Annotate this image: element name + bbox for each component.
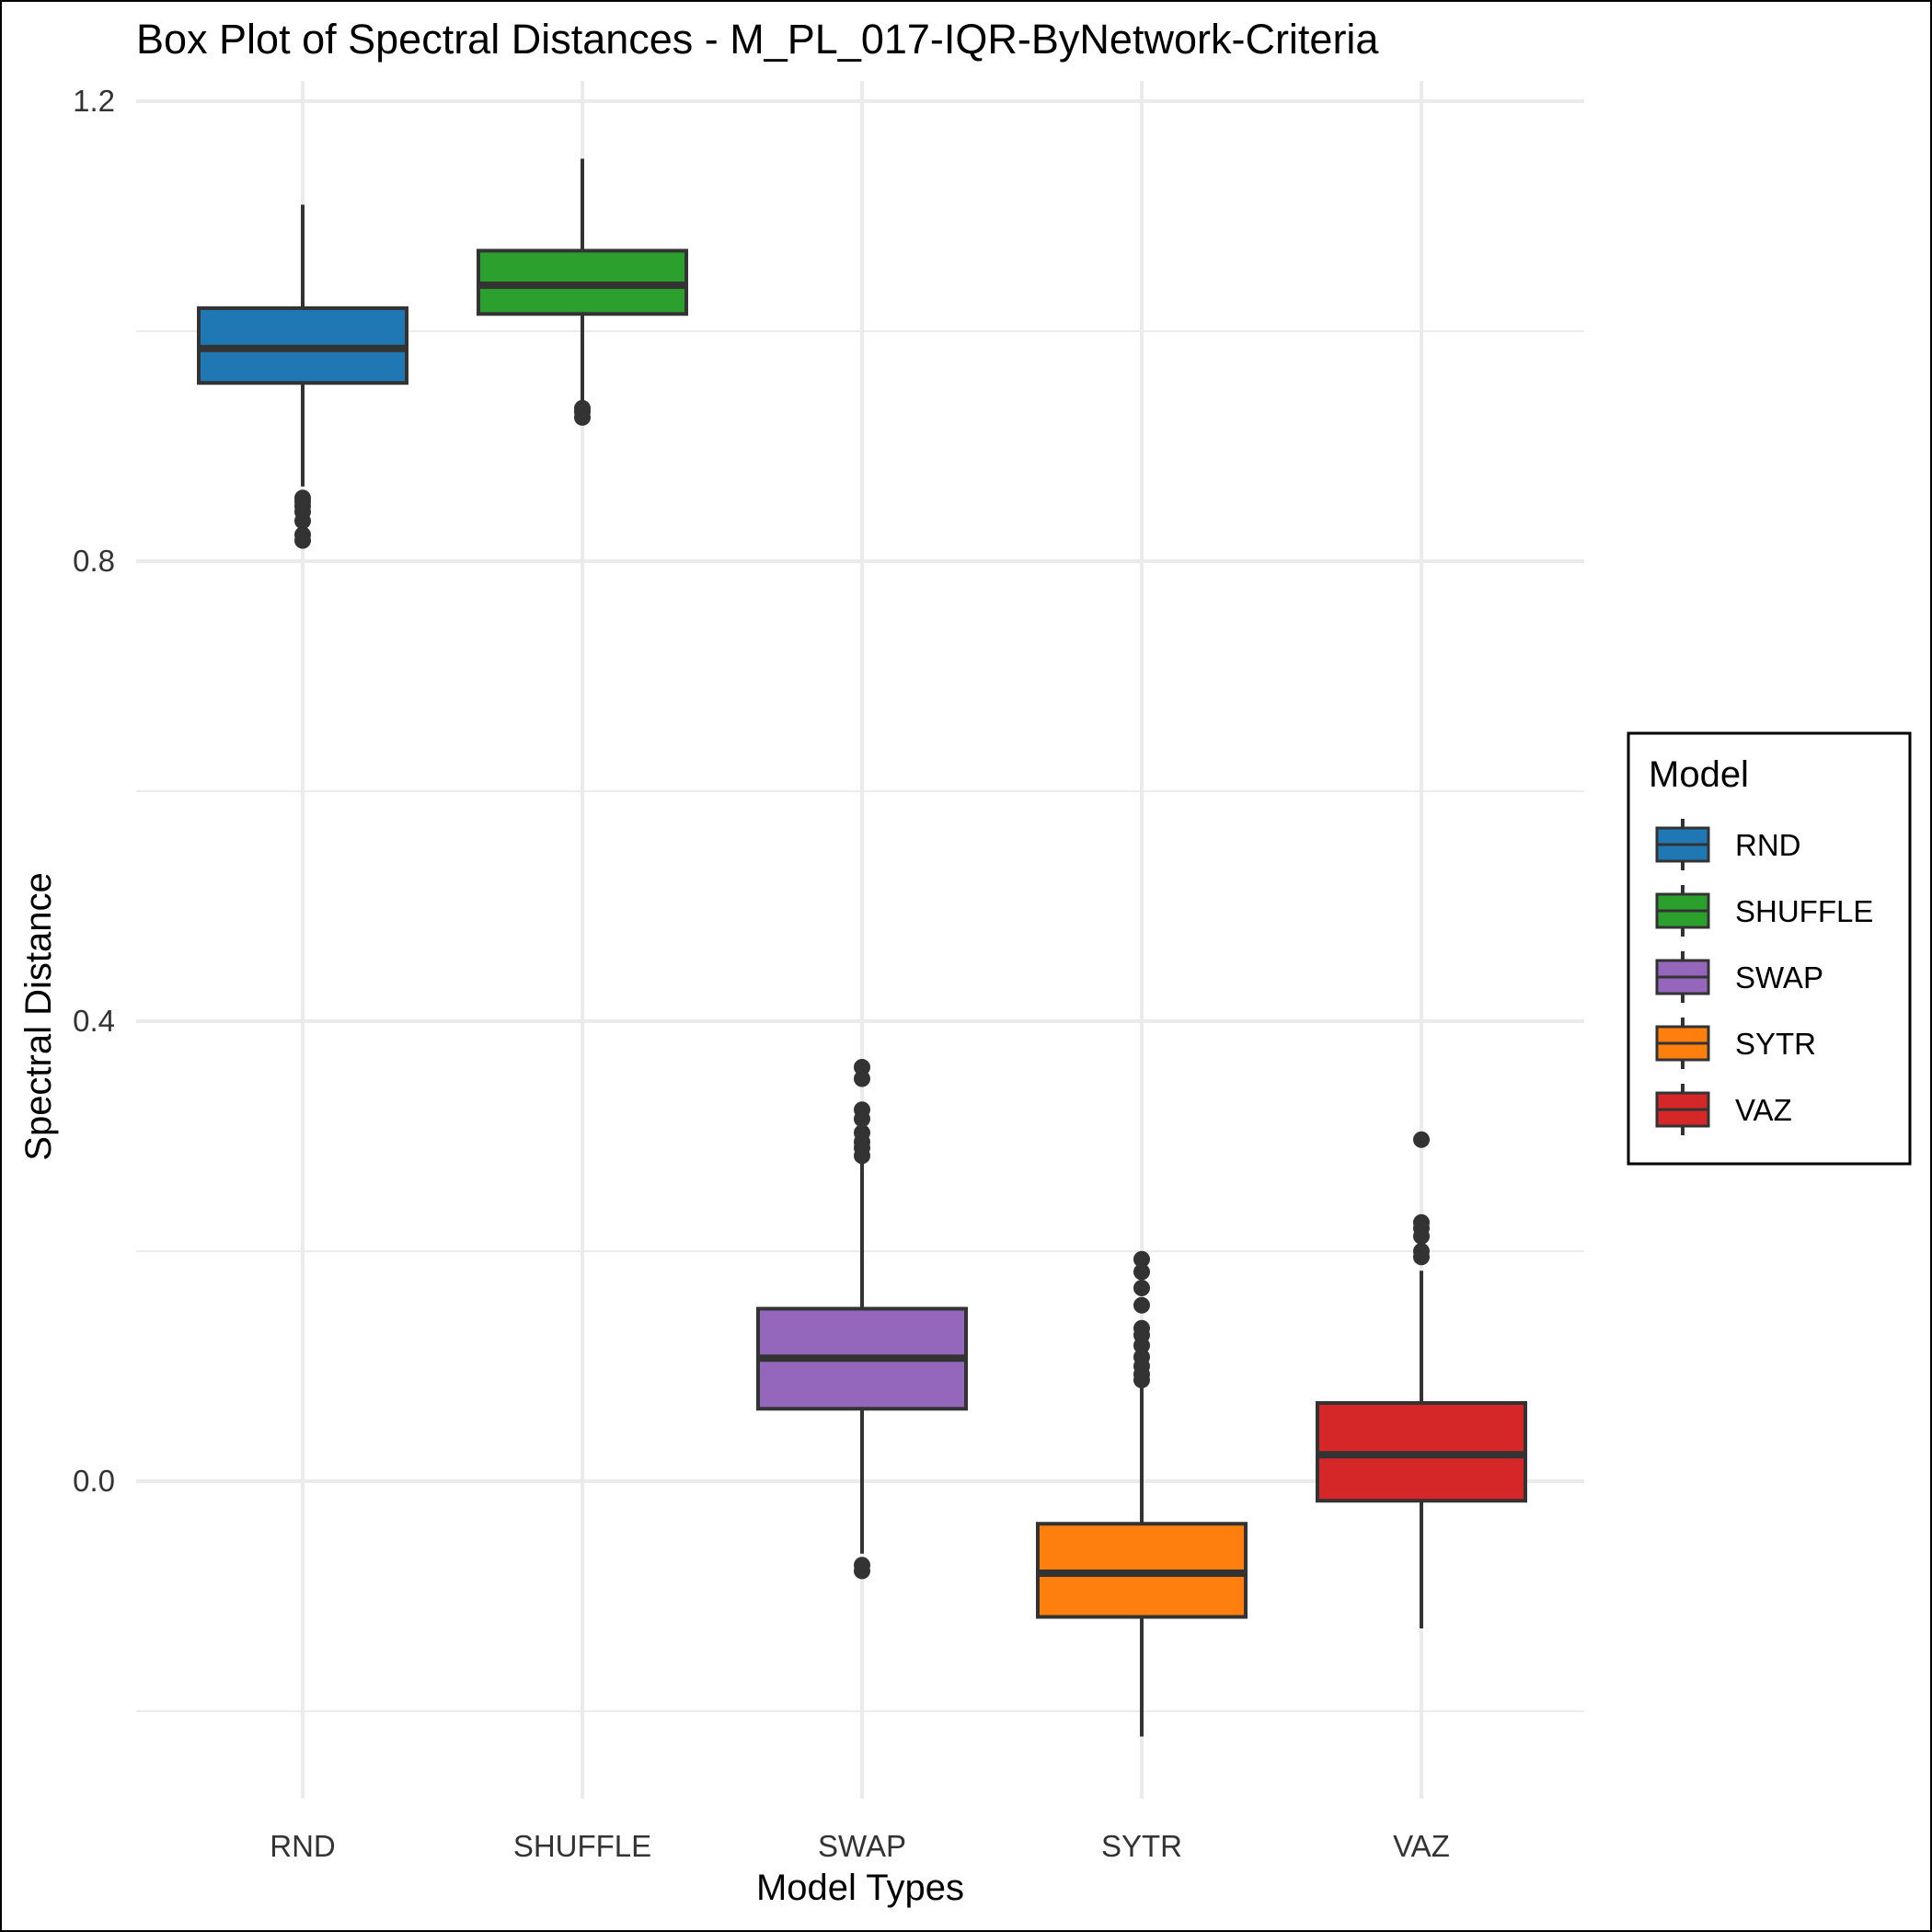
legend-title: Model	[1649, 754, 1749, 795]
x-tick-label: SHUFFLE	[513, 1829, 651, 1863]
x-tick-label: SYTR	[1101, 1829, 1182, 1863]
outlier-point	[1133, 1319, 1150, 1337]
box-group-shuffle	[477, 158, 688, 426]
outlier-point	[1133, 1280, 1150, 1296]
outlier-point	[1133, 1263, 1150, 1281]
legend-label: RND	[1735, 828, 1801, 862]
box-group-vaz	[1316, 1131, 1527, 1628]
legend-item-sytr: SYTR	[1655, 1018, 1816, 1069]
outlier-point	[1133, 1296, 1150, 1314]
outlier-point	[854, 1059, 870, 1075]
outlier-point	[1133, 1250, 1150, 1268]
outlier-point	[854, 1101, 870, 1119]
x-axis-title: Model Types	[756, 1868, 964, 1908]
box-group-sytr	[1036, 1250, 1248, 1737]
legend-label: SHUFFLE	[1735, 894, 1873, 928]
outlier-point	[1133, 1349, 1150, 1365]
legend-label: SYTR	[1735, 1027, 1816, 1061]
legend-label: VAZ	[1735, 1093, 1792, 1127]
legend-label: SWAP	[1735, 960, 1823, 995]
outlier-point	[1413, 1243, 1430, 1259]
legend-item-rnd: RND	[1655, 819, 1801, 870]
outlier-point	[1413, 1213, 1430, 1231]
x-tick-label: VAZ	[1393, 1829, 1450, 1863]
x-tick-label: RND	[270, 1829, 336, 1863]
outlier-point	[294, 489, 311, 507]
x-tick-labels: RND SHUFFLE SWAP SYTR VAZ	[270, 1829, 1450, 1863]
y-tick-label: 1.2	[73, 84, 115, 118]
box-group-swap	[756, 1059, 968, 1580]
outlier-point	[854, 1557, 870, 1574]
box-group-rnd	[197, 204, 408, 549]
legend-items: RND SHUFFLE SWAP SYTR VAZ	[1655, 819, 1873, 1135]
box-plot-series	[197, 158, 1527, 1737]
outlier-point	[1413, 1131, 1430, 1148]
legend-border	[1627, 731, 1912, 1166]
legend-item-swap: SWAP	[1655, 951, 1823, 1003]
legend: Model RND SHUFFLE SWAP SYTR VAZ	[1627, 731, 1912, 1166]
outlier-point	[574, 399, 591, 417]
legend-item-shuffle: SHUFFLE	[1655, 885, 1873, 937]
x-tick-label: SWAP	[818, 1829, 906, 1863]
outlier-point	[854, 1124, 870, 1142]
outlier-point	[294, 526, 311, 544]
y-tick-label: 0.8	[73, 544, 115, 578]
legend-item-vaz: VAZ	[1655, 1084, 1792, 1135]
outlier-point	[854, 1070, 870, 1087]
y-tick-label: 0.0	[73, 1464, 115, 1498]
y-axis-title: Spectral Distance	[18, 872, 59, 1160]
chart-title: Box Plot of Spectral Distances - M_PL_01…	[136, 16, 1379, 63]
y-tick-label: 0.4	[73, 1004, 115, 1038]
y-tick-labels: 0.0 0.4 0.8 1.2	[73, 84, 115, 1498]
